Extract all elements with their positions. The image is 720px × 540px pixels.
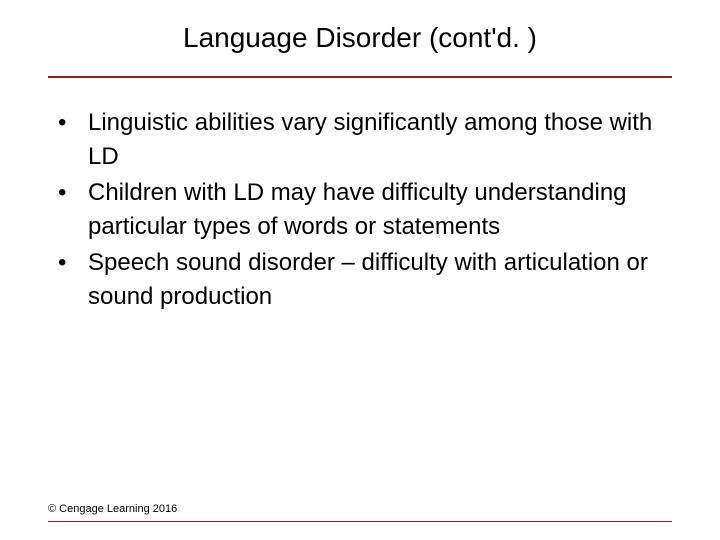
bullet-marker: • <box>58 176 88 210</box>
bullet-text: Linguistic abilities vary significantly … <box>88 106 662 174</box>
bullet-item: • Children with LD may have difficulty u… <box>58 176 662 244</box>
bullet-item: • Speech sound disorder – difficulty wit… <box>58 246 662 314</box>
footer-divider <box>48 521 672 522</box>
bullet-marker: • <box>58 106 88 140</box>
bullet-item: • Linguistic abilities vary significantl… <box>58 106 662 174</box>
footer: © Cengage Learning 2016 <box>48 503 672 522</box>
content-area: • Linguistic abilities vary significantl… <box>0 78 720 314</box>
copyright-text: © Cengage Learning 2016 <box>48 503 672 515</box>
bullet-text: Children with LD may have difficulty und… <box>88 176 662 244</box>
bullet-text: Speech sound disorder – difficulty with … <box>88 246 662 314</box>
bullet-marker: • <box>58 246 88 280</box>
slide-title: Language Disorder (cont'd. ) <box>0 0 720 76</box>
